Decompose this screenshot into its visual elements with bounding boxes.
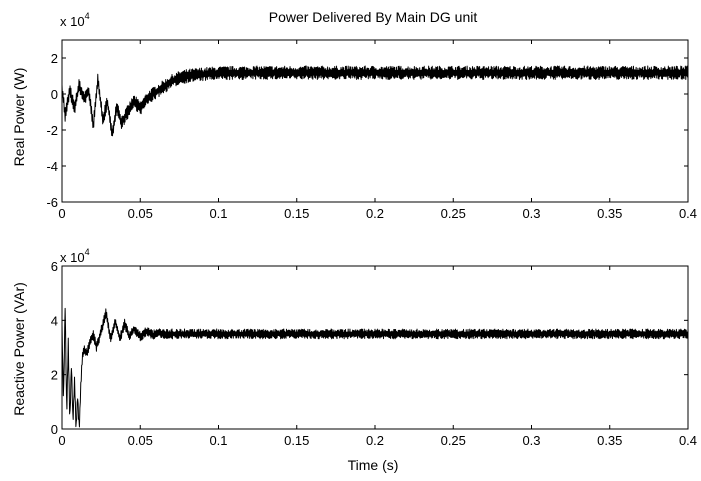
bottom-y-tick-label: 6 [51, 259, 58, 274]
chart-title: Power Delivered By Main DG unit [269, 9, 478, 25]
top-x-tick-label: 0.1 [209, 206, 227, 221]
top-x-tick-label: 0.35 [597, 206, 622, 221]
bottom-y-tick-label: 0 [51, 422, 58, 437]
bottom-exponent-label: x 104 [60, 247, 90, 265]
bottom-x-tick-label: 0.2 [366, 433, 384, 448]
bottom-x-tick-label: 0.1 [209, 433, 227, 448]
top-plot-frame [61, 39, 689, 203]
top-x-tick-label: 0.2 [366, 206, 384, 221]
top-x-tick-label: 0 [58, 206, 65, 221]
reactive-power-subplot: x 104 Reactive Power (VAr) 0 0.05 0.1 0.15 0… [11, 247, 697, 473]
top-y-axis-label: Real Power (W) [11, 68, 27, 167]
top-y-tick-label: -6 [46, 195, 58, 210]
bottom-axis-ticks: 0 0.05 0.1 0.15 0.2 0.25 0.3 0.35 0.4 0 2 4 6 [51, 259, 697, 448]
top-y-tick-label: 2 [51, 51, 58, 66]
real-power-series-line [61, 65, 689, 137]
top-x-tick-label: 0.4 [679, 206, 697, 221]
bottom-x-tick-label: 0.35 [597, 433, 622, 448]
top-x-tick-label: 0.05 [128, 206, 153, 221]
top-y-tick-label: -4 [46, 159, 58, 174]
top-axis-ticks: 0 0.05 0.1 0.15 0.2 0.25 0.3 0.35 0.4 -6 -4 -2 0 2 [46, 40, 697, 221]
reactive-power-series-line [61, 307, 689, 428]
top-exponent-label: x 104 [60, 11, 90, 29]
top-x-tick-label: 0.15 [284, 206, 309, 221]
bottom-y-axis-label: Reactive Power (VAr) [11, 282, 27, 416]
bottom-plot-frame [61, 265, 689, 430]
bottom-x-tick-label: 0 [58, 433, 65, 448]
bottom-x-tick-label: 0.05 [128, 433, 153, 448]
bottom-x-tick-label: 0.25 [441, 433, 466, 448]
bottom-y-tick-label: 4 [51, 313, 58, 328]
bottom-y-tick-label: 2 [51, 368, 58, 383]
top-y-tick-label: 0 [51, 87, 58, 102]
top-y-tick-label: -2 [46, 123, 58, 138]
top-x-tick-label: 0.25 [441, 206, 466, 221]
real-power-subplot: Power Delivered By Main DG unit x 104 Re… [11, 9, 697, 221]
bottom-x-tick-label: 0.4 [679, 433, 697, 448]
x-axis-label: Time (s) [348, 457, 399, 473]
bottom-x-tick-label: 0.15 [284, 433, 309, 448]
bottom-x-tick-label: 0.3 [522, 433, 540, 448]
top-x-tick-label: 0.3 [522, 206, 540, 221]
